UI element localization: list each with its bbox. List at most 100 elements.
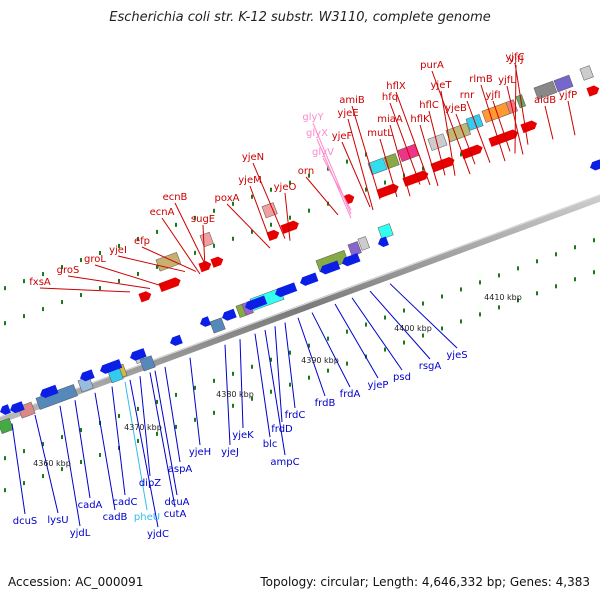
leader-line: [124, 381, 148, 511]
leader-line: [274, 326, 283, 423]
leader-line: [11, 423, 26, 515]
gene-label-ampC: ampC: [270, 457, 299, 468]
gene-label-purA: purA: [420, 60, 444, 71]
genome-title: Escherichia coli str. K-12 substr. W3110…: [109, 10, 491, 25]
gene-label-yjeP: yjeP: [368, 380, 389, 391]
leader-line: [284, 322, 296, 409]
gene-label-dipZ: dipZ: [139, 478, 161, 489]
leader-line: [347, 118, 374, 211]
leader-line: [311, 312, 351, 388]
gene-label-mutL: mutL: [367, 128, 393, 139]
leader-line: [264, 329, 286, 456]
gene-label-yjeE: yjeE: [337, 108, 358, 119]
leader-line: [164, 366, 181, 463]
leader-line: [141, 246, 197, 272]
gene-label-hflC: hflC: [419, 100, 439, 111]
leader-line: [379, 138, 398, 198]
backbone-highlight: [0, 194, 600, 418]
gene-label-sugE: sugE: [191, 214, 215, 225]
gene-label-ecnB: ecnB: [163, 192, 188, 203]
gene-label-yjeO: yjeO: [274, 182, 297, 193]
gene-label-hfq: hfq: [382, 92, 398, 103]
tick-marks: [4, 152, 595, 493]
leader-line: [334, 303, 379, 379]
forward-gene-arrow: [210, 256, 224, 268]
leader-line: [254, 333, 271, 438]
leader-line: [249, 185, 271, 241]
reverse-gene-arrow: [275, 282, 298, 298]
reverse-gene-arrow: [100, 359, 123, 374]
reverse-gene-arrow: [342, 252, 361, 267]
gene-label-rlmB: rlmB: [469, 74, 493, 85]
gene-label-frdD: frdD: [271, 424, 293, 435]
gene-label-aspA: aspA: [168, 464, 193, 475]
gene-label-aidB: aidB: [534, 95, 556, 106]
gene-label-yjeN: yjeN: [242, 152, 264, 163]
reverse-gene-arrow: [200, 316, 211, 327]
gene-label-yjeB: yjeB: [445, 103, 467, 114]
gene-label-yjeI: yjeI: [109, 245, 127, 256]
leader-line: [389, 124, 411, 197]
leader-line: [59, 405, 81, 527]
feature-box: [367, 157, 388, 176]
forward-gene-arrow: [520, 120, 538, 134]
leader-line: [428, 110, 446, 176]
leader-line: [389, 283, 458, 349]
leader-line: [297, 317, 326, 397]
reverse-gene-arrow: [10, 401, 25, 414]
forward-gene-arrow: [266, 229, 280, 242]
gene-label-yjfJ: yjfJ: [508, 54, 523, 65]
forward-gene-arrow: [488, 129, 519, 147]
label-leader-lines: [11, 62, 576, 528]
gene-label-amiB: amiB: [339, 95, 365, 106]
gene-label-psd: psd: [393, 372, 411, 383]
gene-label-yjfI: yjfI: [485, 90, 500, 101]
gene-label-frdB: frdB: [315, 398, 336, 409]
feature-box: [139, 355, 156, 372]
ruler-label: 4370 kbp: [124, 423, 162, 432]
gene-label-fxsA: fxsA: [29, 277, 51, 288]
gene-label-yjfP: yjfP: [559, 90, 577, 101]
leader-line: [431, 70, 471, 175]
forward-gene-arrow: [460, 144, 483, 160]
leader-line: [389, 102, 421, 185]
gene-label-glyX: glyX: [306, 128, 328, 139]
gene-label-orn: orn: [298, 166, 314, 177]
reverse-gene-arrow: [222, 308, 237, 321]
gene-label-frdA: frdA: [340, 389, 361, 400]
gene-label-yjeH: yjeH: [189, 447, 211, 458]
feature-box: [209, 317, 226, 334]
forward-gene-arrow: [280, 220, 299, 234]
gene-label-yjfL: yjfL: [498, 75, 516, 86]
reverse-gene-arrow: [245, 295, 268, 311]
forward-gene-arrow: [402, 170, 429, 187]
ruler-labels: 4360 kbp 4370 kbp 4380 kbp 4390 kbp 4400 kbp…: [33, 293, 522, 468]
leader-line: [154, 370, 178, 496]
feature-box: [533, 80, 558, 100]
leader-line: [351, 297, 403, 371]
reverse-gene-arrow: [40, 384, 59, 399]
feature-box: [445, 122, 472, 143]
reverse-gene-arrow: [378, 236, 389, 247]
gene-label-cadC: cadC: [113, 497, 138, 508]
feature-box: [377, 223, 394, 240]
gene-label-yjdC: yjdC: [147, 529, 169, 540]
leader-line: [544, 105, 554, 140]
leader-line: [506, 85, 524, 155]
forward-gene-arrow: [376, 183, 399, 199]
leader-line: [395, 91, 431, 186]
gene-label-cadB: cadB: [103, 512, 128, 523]
gene-label-yjeK: yjeK: [232, 430, 254, 441]
gene-label-poxA: poxA: [215, 193, 240, 204]
gene-label-cutA: cutA: [164, 509, 187, 520]
gene-label-glyY: glyY: [302, 112, 324, 123]
reverse-gene-arrow: [170, 334, 183, 346]
gene-label-efp: efp: [134, 236, 150, 247]
reverse-gene-arrow: [0, 404, 11, 415]
feature-box: [0, 417, 14, 434]
gene-label-glyV: glyV: [312, 147, 334, 158]
leader-line: [111, 386, 126, 496]
